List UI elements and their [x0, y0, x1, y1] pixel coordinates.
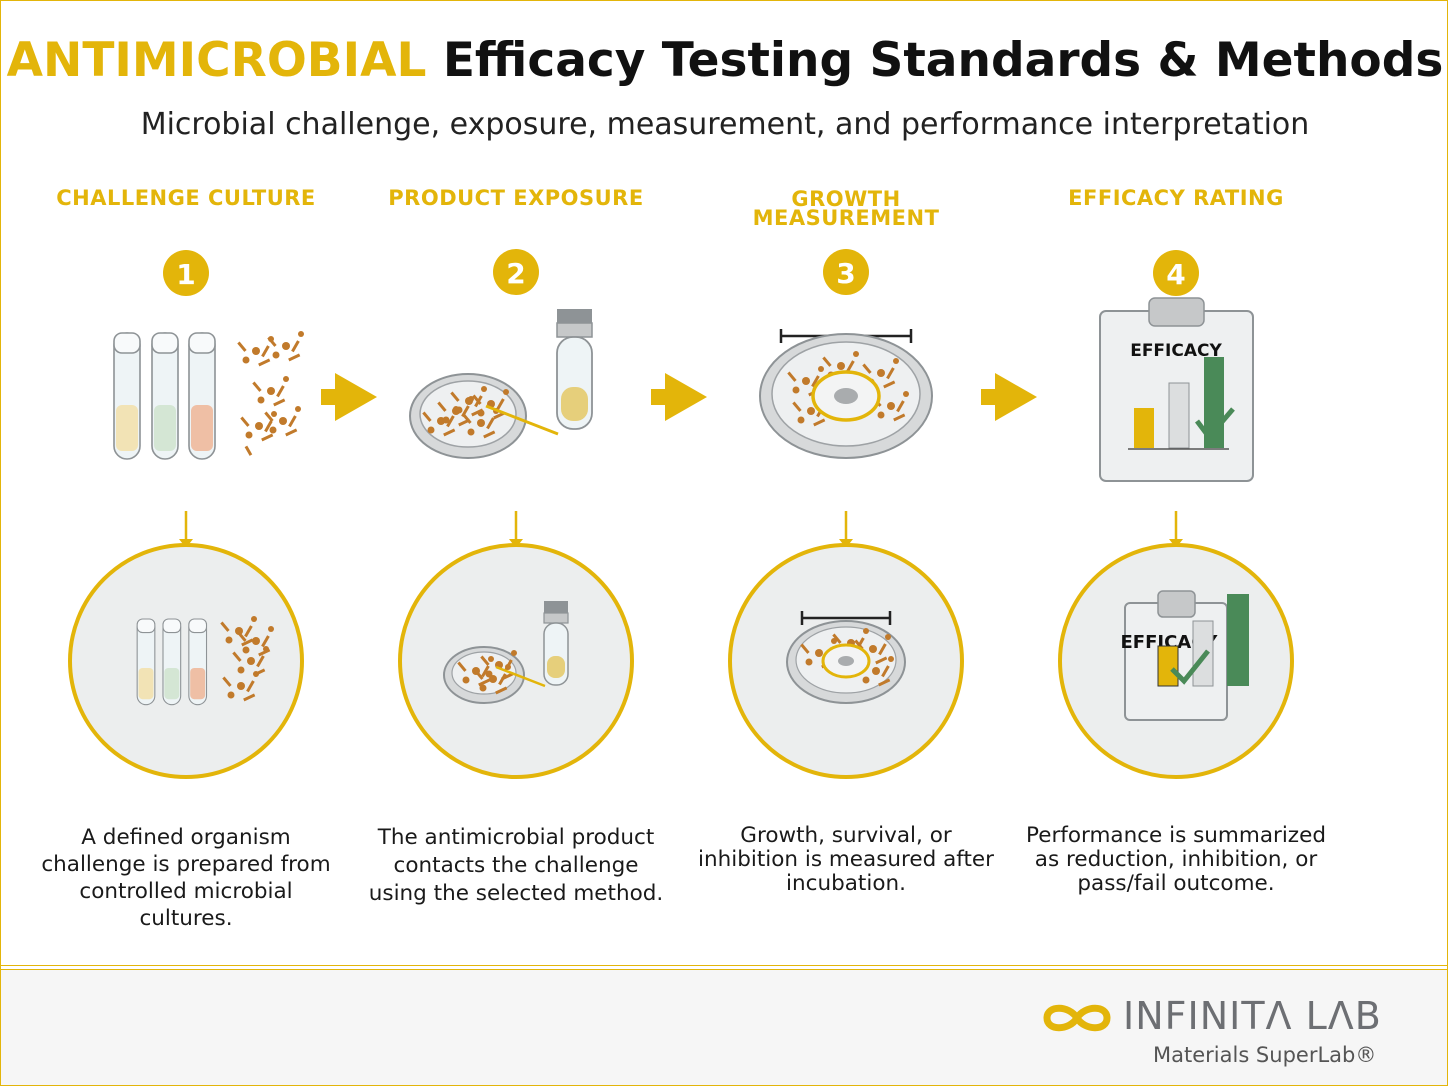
clipboard-label: EFFICACY	[1130, 341, 1222, 361]
step-2-number: 2	[506, 257, 525, 290]
page-subtitle: Microbial challenge, exposure, measureme…	[140, 107, 1310, 142]
vial-illustration	[556, 309, 593, 430]
page-title: ANTIMICROBIAL Efficacy Testing Standards…	[1, 33, 1447, 88]
step-1-title: CHALLENGE CULTURE	[56, 186, 316, 210]
checkmark-icon	[1195, 407, 1235, 441]
step-1-badge: 1	[163, 250, 209, 296]
step-4-title: EFFICACY RATING	[1068, 186, 1284, 210]
step-4-zoom-circle: EFFICACY	[1058, 543, 1294, 779]
step-4-badge: 4	[1153, 250, 1199, 296]
footer	[1, 969, 1447, 1085]
step-2-description: The antimicrobial product contacts the c…	[368, 825, 664, 906]
step-3-description: Growth, survival, or inhibition is measu…	[698, 823, 994, 896]
step-3-badge: 3	[823, 249, 869, 295]
step-2-title: PRODUCT EXPOSURE	[388, 186, 644, 210]
title-main: Efficacy Testing Standards & Methods	[442, 33, 1444, 88]
brand-name: INFINITΛ LΛB	[1123, 994, 1382, 1038]
title-accent: ANTIMICROBIAL	[6, 33, 427, 88]
step-3-title-line2: MEASUREMENT	[752, 206, 940, 230]
step-3-number: 3	[836, 257, 855, 290]
step-3-title: GROWTH MEASUREMENT	[686, 187, 1006, 230]
connector-lines	[184, 511, 1178, 543]
step-2-zoom-circle	[398, 543, 634, 779]
step-2-badge: 2	[493, 249, 539, 295]
footer-divider	[1, 965, 1447, 966]
step-4-description: Performance is summarized as reduction, …	[1026, 823, 1326, 896]
step-4-number: 4	[1166, 258, 1185, 291]
petri-dish-illustration	[409, 373, 559, 459]
step-1-zoom-circle	[68, 543, 304, 779]
test-tubes-illustration	[113, 332, 216, 460]
step-1-number: 1	[176, 258, 195, 291]
infinity-logo-icon	[1043, 1004, 1111, 1032]
process-artwork: 1 2 3 4	[68, 249, 1294, 779]
arrow-right-icon	[981, 373, 1037, 421]
brand-tagline: Materials SuperLab®	[1153, 1043, 1377, 1067]
arrow-right-icon	[651, 373, 707, 421]
step-3-title-line1: GROWTH	[791, 187, 901, 211]
inhibition-zone-illustration	[759, 329, 933, 459]
step-3-zoom-circle	[728, 543, 964, 779]
efficacy-clipboard-illustration: EFFICACY	[1099, 297, 1254, 482]
bacteria-cluster-icon	[237, 331, 304, 456]
arrow-right-icon	[321, 373, 377, 421]
step-1-description: A defined organism challenge is prepared…	[41, 825, 331, 931]
